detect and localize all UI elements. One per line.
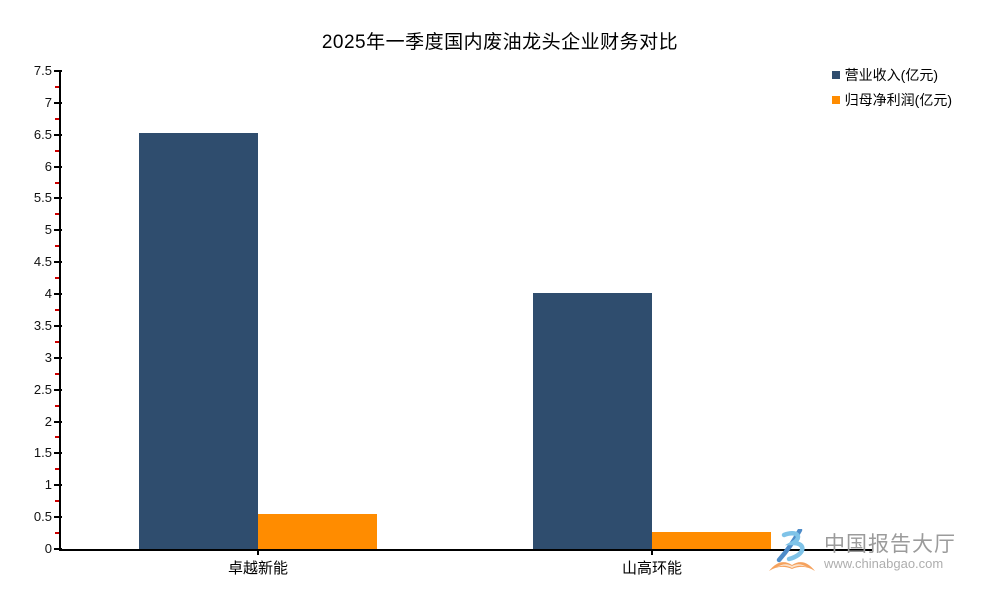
- y-axis-minor-tick: [55, 117, 59, 120]
- y-axis-tick-label: 5.5: [33, 190, 52, 206]
- y-axis-tick-label: 6.5: [33, 126, 52, 142]
- y-axis-major-tick: [54, 420, 62, 423]
- y-axis-major-tick: [54, 165, 62, 168]
- watermark: 中国报告大厅 www.chinabgao.com: [767, 529, 956, 575]
- x-axis-category-label: 山高环能: [621, 560, 682, 577]
- y-axis-minor-tick: [55, 245, 59, 248]
- x-axis-category-label: 卓越新能: [227, 560, 288, 577]
- y-axis-major-tick: [54, 516, 62, 519]
- watermark-brand-text: 中国报告大厅: [824, 533, 956, 556]
- y-axis-tick-label: 6: [44, 158, 52, 174]
- y-axis-tick-label: 7.5: [33, 63, 52, 78]
- y-axis-minor-tick: [55, 372, 59, 375]
- x-axis-line: [59, 549, 873, 551]
- y-axis-major-tick: [54, 388, 62, 391]
- y-axis-major-tick: [54, 356, 62, 359]
- legend-label-revenue: 营业收入(亿元): [844, 66, 938, 83]
- legend-marker-revenue-icon: [831, 70, 840, 79]
- y-axis-major-tick: [54, 261, 62, 264]
- bar-revenue-1: [533, 293, 652, 549]
- bar-profit-0: [258, 513, 377, 549]
- y-axis-minor-tick: [55, 340, 59, 343]
- y-axis-minor-tick: [55, 149, 59, 152]
- legend-item-revenue: 营业收入(亿元): [831, 62, 952, 87]
- y-axis-minor-tick: [55, 181, 59, 184]
- y-axis-major-tick: [54, 101, 62, 104]
- y-axis-major-tick: [54, 484, 62, 487]
- legend-item-profit: 归母净利润(亿元): [831, 87, 952, 112]
- y-axis-major-tick: [54, 548, 62, 550]
- y-axis-tick-label: 4.5: [33, 254, 52, 270]
- y-axis-major-tick: [54, 70, 62, 72]
- watermark-text: 中国报告大厅 www.chinabgao.com: [824, 533, 956, 571]
- legend-label-profit: 归母净利润(亿元): [844, 91, 952, 108]
- y-axis-tick-label: 4: [44, 286, 52, 302]
- legend-marker-profit-icon: [831, 95, 840, 104]
- x-axis-category-tick: [651, 551, 653, 555]
- chart-title: 2025年一季度国内废油龙头企业财务对比: [321, 32, 679, 53]
- legend: 营业收入(亿元) 归母净利润(亿元): [831, 62, 952, 112]
- y-axis-tick-label: 3: [44, 349, 52, 365]
- bar-profit-1: [652, 532, 771, 549]
- y-axis-minor-tick: [55, 277, 59, 280]
- y-axis-minor-tick: [55, 213, 59, 216]
- y-axis-tick-label: 7: [44, 94, 52, 110]
- y-axis-major-tick: [54, 133, 62, 136]
- y-axis-major-tick: [54, 293, 62, 296]
- bar-revenue-0: [139, 132, 258, 549]
- y-axis-tick-label: 2.5: [33, 381, 52, 397]
- x-axis-category-tick: [257, 551, 259, 555]
- y-axis-minor-tick: [55, 500, 59, 503]
- y-axis-tick-label: 0.5: [33, 509, 52, 525]
- y-axis-minor-tick: [55, 309, 59, 311]
- y-axis-major-tick: [54, 452, 62, 455]
- watermark-url-text: www.chinabgao.com: [824, 556, 944, 571]
- y-axis-tick-label: 1: [44, 477, 52, 493]
- y-axis-major-tick: [54, 229, 62, 232]
- y-axis-tick-label: 5: [44, 222, 52, 238]
- y-axis-minor-tick: [55, 85, 59, 88]
- y-axis-tick-label: 1.5: [33, 445, 52, 461]
- y-axis-minor-tick: [55, 436, 59, 439]
- y-axis-tick-label: 3.5: [33, 317, 52, 333]
- y-axis-major-tick: [54, 324, 62, 327]
- y-axis-minor-tick: [55, 404, 59, 407]
- y-axis-minor-tick: [55, 468, 59, 471]
- y-axis-tick-label: 2: [44, 413, 52, 429]
- y-axis-minor-tick: [55, 532, 59, 535]
- y-axis-tick-label: 0: [44, 541, 52, 556]
- y-axis-major-tick: [54, 197, 62, 200]
- y-axis-line: [59, 71, 61, 551]
- brand-logo-icon: [769, 529, 815, 571]
